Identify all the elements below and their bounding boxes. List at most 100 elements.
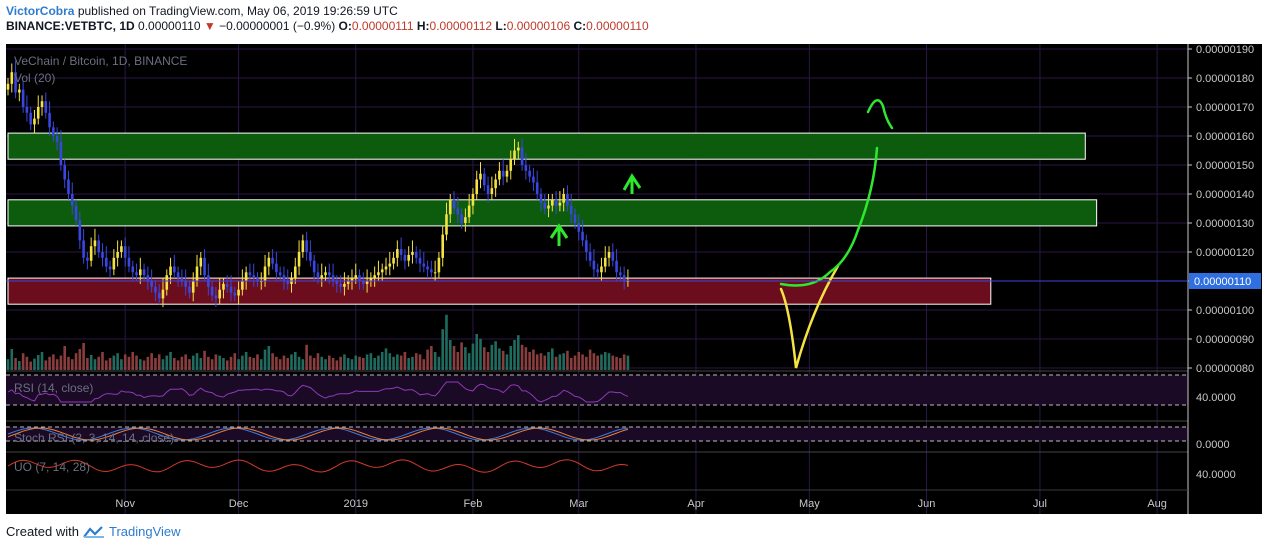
price-tick-label: 0.00000170: [1196, 102, 1254, 114]
rsi-label: RSI (14, close): [14, 381, 93, 395]
candle-body: [615, 260, 618, 273]
candle-body: [199, 257, 203, 267]
candle-body: [173, 266, 176, 273]
candle-body: [203, 257, 206, 276]
candle-body: [52, 127, 55, 136]
candle-body: [475, 179, 479, 194]
volume-bar: [430, 346, 433, 370]
volume-bar: [199, 358, 203, 370]
volume-bar: [146, 356, 150, 370]
candle-body: [142, 269, 146, 276]
candle-body: [108, 266, 112, 270]
volume-bar: [411, 356, 414, 370]
volume-bar: [123, 354, 127, 370]
volume-bar: [275, 356, 278, 370]
volume-bar: [191, 355, 195, 370]
candle-body: [403, 254, 407, 261]
volume-bar: [603, 352, 607, 370]
symbol-label: BINANCE:VETBTC, 1D: [6, 19, 135, 33]
candle-body: [97, 240, 101, 252]
candle-body: [603, 257, 607, 267]
volume-bar: [263, 349, 267, 370]
candle-body: [433, 272, 437, 274]
volume-bar: [241, 355, 244, 370]
indicator-panes: [6, 370, 1188, 473]
volume-bar: [244, 352, 248, 370]
volume-bar: [52, 354, 55, 370]
candle-body: [316, 272, 320, 279]
stoch-level-label: 0.0000: [1196, 439, 1230, 451]
zone-resistance-0: [7, 132, 1086, 160]
candle-body: [396, 249, 399, 258]
volume-bar: [142, 360, 146, 370]
down-arrow-icon: ▼: [203, 19, 216, 33]
volume-bar: [25, 356, 29, 370]
tradingview-brand-link[interactable]: TradingView: [108, 524, 181, 539]
candle-body: [490, 188, 494, 194]
candle-body: [501, 170, 505, 177]
candle-body: [350, 278, 354, 281]
candle-body: [263, 266, 267, 281]
candle-body: [362, 281, 365, 284]
candle-body: [414, 252, 418, 258]
candle-body: [104, 257, 108, 267]
volume-bar: [569, 358, 573, 370]
chart-canvas[interactable]: 0.00000190 0.00000180 0.00000170 0.00000160…: [0, 0, 1268, 520]
volume-bar: [467, 353, 471, 370]
candle-body: [218, 289, 221, 299]
candle-body: [452, 199, 456, 209]
volume-bar: [460, 342, 463, 370]
current-price-badge: [1189, 273, 1261, 289]
candle-body: [558, 202, 562, 206]
time-axis-label: Nov: [115, 498, 135, 510]
volume-bar: [297, 356, 301, 370]
volume-bar: [218, 355, 221, 370]
candle-body: [517, 147, 520, 151]
candle-body: [21, 89, 25, 107]
candle-body: [252, 275, 255, 279]
candle-body: [592, 260, 596, 270]
axes: 0.00000190 0.00000180 0.00000170 0.00000160…: [6, 44, 1261, 514]
volume-bar: [566, 350, 569, 370]
volume-bar: [248, 356, 252, 370]
volume-bar: [89, 355, 93, 370]
candle-body: [180, 278, 184, 281]
candle-body: [498, 170, 501, 180]
candle-body: [48, 112, 51, 128]
price-tick-label: 0.00000140: [1196, 189, 1254, 201]
volume-bar: [184, 354, 187, 370]
candle-body: [585, 240, 588, 252]
volume-bar: [528, 352, 531, 370]
candle-body: [573, 214, 577, 223]
volume-bar: [282, 355, 286, 370]
volume-bar: [33, 358, 36, 370]
candle-body: [369, 278, 373, 281]
volume-bar: [448, 340, 452, 370]
volume-bar: [252, 358, 255, 370]
volume-bar: [169, 352, 172, 370]
candle-body: [29, 112, 32, 125]
author-link[interactable]: VictorCobra: [6, 4, 75, 18]
candle-body: [482, 173, 486, 186]
candle-body: [70, 194, 74, 206]
volume-bar: [305, 344, 308, 370]
candle-body: [305, 240, 308, 252]
volume-bar: [464, 347, 467, 370]
volume-bar: [554, 356, 558, 370]
candle-body: [437, 257, 441, 273]
current-price-label: 0.00000110: [1194, 276, 1251, 288]
volume-bar: [259, 359, 263, 370]
volume-bar: [362, 358, 365, 370]
volume-bar: [29, 361, 32, 370]
volume-bar: [365, 354, 369, 370]
candle-body: [241, 281, 244, 290]
time-axis-label: Feb: [463, 498, 482, 510]
time-axis-label: Jul: [1033, 498, 1047, 510]
volume-bar: [422, 359, 426, 370]
candle-body: [380, 269, 384, 273]
time-axis-label: Apr: [687, 498, 704, 510]
candle-body: [619, 272, 622, 276]
candle-body: [184, 281, 187, 287]
rsi-level-label: 40.0000: [1196, 392, 1236, 404]
candle-body: [33, 118, 36, 125]
